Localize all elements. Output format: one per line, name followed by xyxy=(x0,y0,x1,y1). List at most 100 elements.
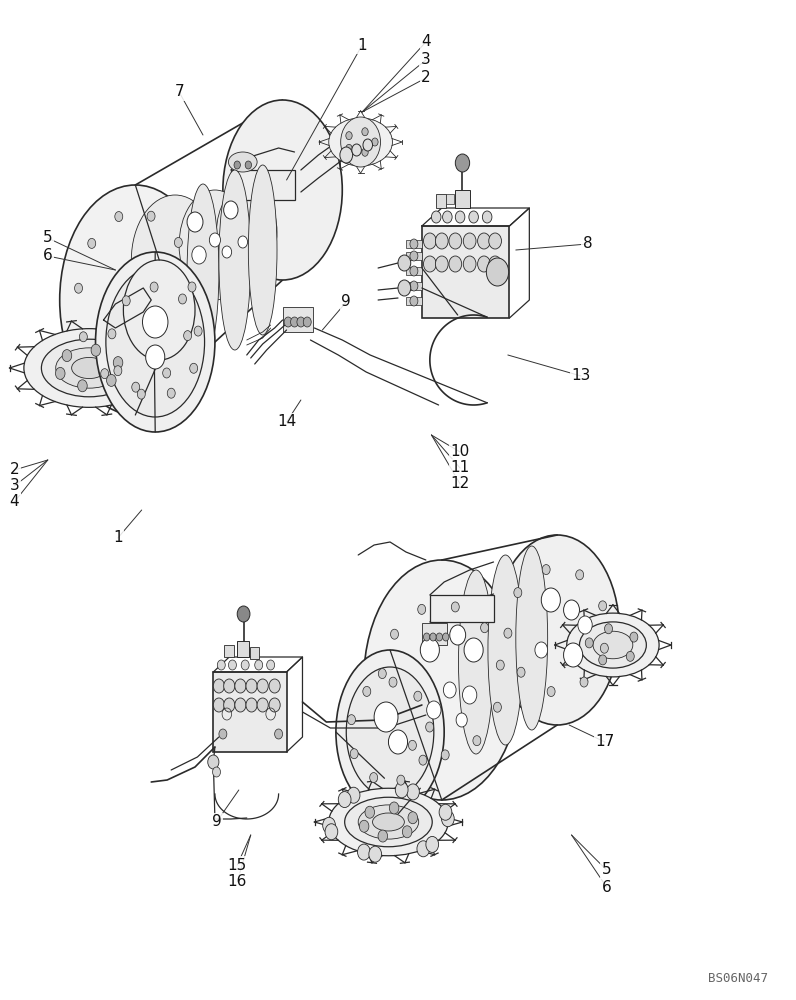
Circle shape xyxy=(269,698,280,712)
Ellipse shape xyxy=(458,570,494,754)
Ellipse shape xyxy=(347,787,360,803)
Circle shape xyxy=(604,624,612,634)
Ellipse shape xyxy=(41,339,137,397)
Circle shape xyxy=(564,600,579,620)
Circle shape xyxy=(80,332,88,342)
Circle shape xyxy=(426,722,434,732)
Circle shape xyxy=(398,280,411,296)
Ellipse shape xyxy=(593,631,633,659)
Circle shape xyxy=(142,306,168,338)
Circle shape xyxy=(188,282,196,292)
Ellipse shape xyxy=(407,784,419,800)
Bar xyxy=(446,194,454,204)
Ellipse shape xyxy=(373,813,404,831)
Bar xyxy=(406,267,422,275)
Bar xyxy=(422,623,447,645)
Bar xyxy=(237,641,249,657)
Text: 5: 5 xyxy=(602,862,611,878)
Ellipse shape xyxy=(442,811,455,827)
Text: 3: 3 xyxy=(10,479,19,493)
Ellipse shape xyxy=(346,667,434,797)
Circle shape xyxy=(219,729,227,739)
Circle shape xyxy=(88,238,96,248)
Circle shape xyxy=(489,256,501,272)
Bar xyxy=(436,194,446,208)
Circle shape xyxy=(291,317,298,327)
Circle shape xyxy=(267,660,275,670)
Text: 15: 15 xyxy=(228,857,247,872)
Circle shape xyxy=(235,698,246,712)
Circle shape xyxy=(365,806,375,818)
Circle shape xyxy=(408,740,416,750)
Circle shape xyxy=(297,317,305,327)
Circle shape xyxy=(224,698,235,712)
Circle shape xyxy=(423,256,436,272)
Circle shape xyxy=(463,233,476,249)
Circle shape xyxy=(192,246,206,264)
Ellipse shape xyxy=(495,535,619,725)
Bar xyxy=(422,226,509,318)
Circle shape xyxy=(348,715,356,725)
Circle shape xyxy=(222,246,232,258)
Circle shape xyxy=(363,686,371,696)
Ellipse shape xyxy=(60,185,211,415)
Circle shape xyxy=(626,651,634,661)
Ellipse shape xyxy=(325,824,338,840)
Circle shape xyxy=(374,702,398,732)
Ellipse shape xyxy=(329,788,448,856)
Circle shape xyxy=(78,380,88,392)
Text: 9: 9 xyxy=(341,294,351,310)
Circle shape xyxy=(284,317,292,327)
Circle shape xyxy=(345,132,352,140)
Circle shape xyxy=(385,710,393,720)
Circle shape xyxy=(213,679,224,693)
Circle shape xyxy=(162,368,170,378)
Circle shape xyxy=(497,660,505,670)
Circle shape xyxy=(431,211,441,223)
Ellipse shape xyxy=(219,170,251,350)
Ellipse shape xyxy=(345,797,432,847)
Circle shape xyxy=(489,233,501,249)
Circle shape xyxy=(174,237,182,247)
Circle shape xyxy=(388,730,408,754)
Circle shape xyxy=(378,669,386,679)
Text: 3: 3 xyxy=(421,52,431,68)
Circle shape xyxy=(441,750,449,760)
Circle shape xyxy=(494,702,501,712)
Circle shape xyxy=(478,256,490,272)
Circle shape xyxy=(350,749,358,759)
Bar xyxy=(406,282,422,290)
Circle shape xyxy=(391,629,399,639)
Circle shape xyxy=(564,643,583,667)
Circle shape xyxy=(362,148,369,156)
Circle shape xyxy=(146,345,165,369)
Circle shape xyxy=(585,638,593,648)
Circle shape xyxy=(456,713,467,727)
Circle shape xyxy=(234,161,240,169)
Circle shape xyxy=(580,677,588,687)
Circle shape xyxy=(178,294,186,304)
Circle shape xyxy=(107,374,116,386)
Circle shape xyxy=(213,698,224,712)
Circle shape xyxy=(389,802,399,814)
Text: 14: 14 xyxy=(277,414,296,430)
Circle shape xyxy=(420,638,439,662)
Circle shape xyxy=(443,211,452,223)
Ellipse shape xyxy=(56,348,123,388)
Circle shape xyxy=(340,147,353,163)
Text: 5: 5 xyxy=(43,231,53,245)
Circle shape xyxy=(115,212,123,222)
Circle shape xyxy=(547,687,555,697)
Ellipse shape xyxy=(96,252,215,432)
Circle shape xyxy=(359,820,369,832)
Circle shape xyxy=(449,233,462,249)
Circle shape xyxy=(443,633,449,641)
Circle shape xyxy=(303,317,311,327)
Circle shape xyxy=(455,154,470,172)
Circle shape xyxy=(398,255,411,271)
Circle shape xyxy=(91,344,100,356)
Text: BS06N047: BS06N047 xyxy=(708,972,768,985)
Circle shape xyxy=(362,128,369,136)
Circle shape xyxy=(541,588,560,612)
Circle shape xyxy=(449,256,462,272)
